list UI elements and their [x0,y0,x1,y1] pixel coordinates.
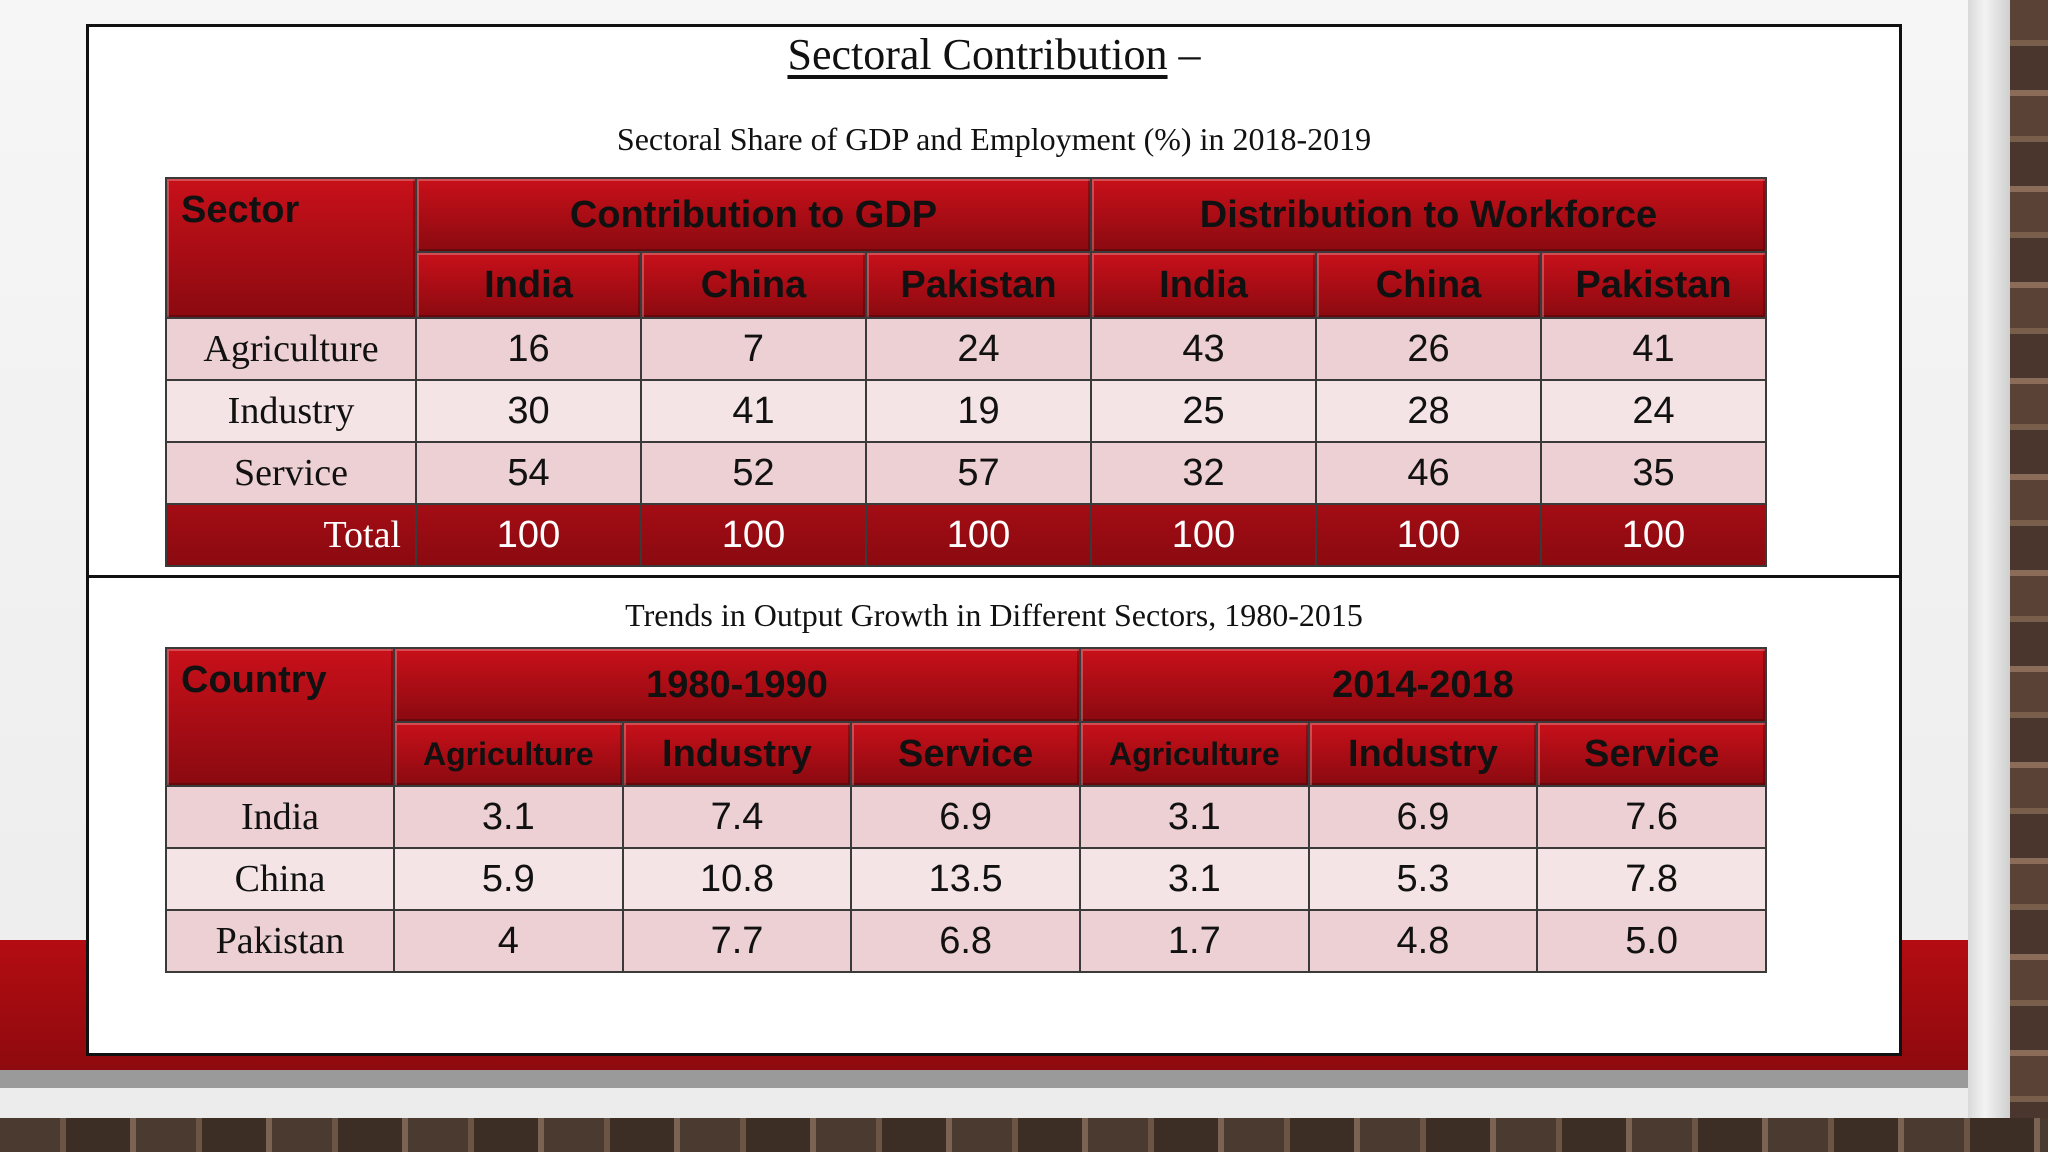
slide-title-text: Sectoral Contribution [787,30,1168,79]
table-cell: 1.7 [1078,909,1310,973]
table1-sub-header: India [1090,251,1317,319]
table-cell: 24 [865,317,1092,381]
row-label: Agriculture [165,317,417,381]
table-cell: 24 [1540,379,1767,443]
table-cell: 10.8 [621,847,853,911]
table-cell: 26 [1315,317,1542,381]
table-cell: 46 [1315,441,1542,505]
total-cell: 100 [865,503,1092,567]
total-row: Total 100 100 100 100 100 100 [165,503,1767,567]
row-label: Service [165,441,417,505]
table-row: China 5.9 10.8 13.5 3.1 5.3 7.8 [165,847,1767,911]
table-cell: 16 [415,317,642,381]
table-cell: 52 [640,441,867,505]
slide-title: Sectoral Contribution – [89,27,1899,83]
table-cell: 35 [1540,441,1767,505]
table1-sub-header: China [1315,251,1542,319]
table-row: Pakistan 4 7.7 6.8 1.7 4.8 5.0 [165,909,1767,973]
table-cell: 4 [393,909,624,973]
total-cell: 100 [1315,503,1542,567]
table-cell: 7 [640,317,867,381]
total-label: Total [165,503,417,567]
table-cell: 3.1 [1078,785,1310,849]
table1-group-header-gdp: Contribution to GDP [415,177,1092,253]
table-cell: 7.6 [1536,785,1767,849]
table-cell: 5.9 [393,847,624,911]
table-row: Industry 30 41 19 25 28 24 [165,379,1767,443]
background-wall-right [2010,0,2048,1152]
table-cell: 7.8 [1536,847,1767,911]
table2-sub-header: Service [850,721,1081,787]
total-cell: 100 [640,503,867,567]
table1-sub-header: Pakistan [1540,251,1767,319]
decorative-grey-band [0,1070,1968,1088]
table1-sub-header: China [640,251,867,319]
table1-corner-header: Sector [165,177,417,319]
table-row: Service 54 52 57 32 46 35 [165,441,1767,505]
table-cell: 5.3 [1307,847,1539,911]
gdp-employment-table: Sector Contribution to GDP Distribution … [165,177,1767,567]
content-card: Sectoral Contribution – Sectoral Share o… [86,24,1902,1056]
table2-sub-header: Industry [621,721,853,787]
table-cell: 28 [1315,379,1542,443]
table2-sub-header: Agriculture [393,721,624,787]
table-row: India 3.1 7.4 6.9 3.1 6.9 7.6 [165,785,1767,849]
table-cell: 41 [640,379,867,443]
total-cell: 100 [1090,503,1317,567]
table-cell: 3.1 [1078,847,1310,911]
table2-caption: Trends in Output Growth in Different Sec… [625,597,1363,633]
table2-sub-header: Service [1536,721,1767,787]
row-label: China [165,847,395,911]
table-cell: 13.5 [850,847,1081,911]
table-cell: 5.0 [1536,909,1767,973]
table-cell: 6.9 [1307,785,1539,849]
table1-sub-header: India [415,251,642,319]
table2-corner-header: Country [165,647,395,787]
table1-group-header-workforce: Distribution to Workforce [1090,177,1767,253]
table1-sub-header: Pakistan [865,251,1092,319]
table-cell: 7.7 [621,909,853,973]
table1-caption: Sectoral Share of GDP and Employment (%)… [616,121,1372,157]
total-cell: 100 [1540,503,1767,567]
table2-group-header-2014-2018: 2014-2018 [1078,647,1768,723]
table-cell: 32 [1090,441,1317,505]
slide-edge [1968,0,2010,1118]
table-cell: 7.4 [621,785,853,849]
section-divider [89,575,1899,578]
output-growth-table: Country 1980-1990 2014-2018 Agriculture … [165,647,1768,973]
table-cell: 30 [415,379,642,443]
slide: Sectoral Contribution – Sectoral Share o… [0,0,2010,1118]
total-cell: 100 [415,503,642,567]
table2-sub-header: Agriculture [1078,721,1310,787]
table2-group-header-1980-1990: 1980-1990 [393,647,1081,723]
table-cell: 6.9 [850,785,1081,849]
row-label: Pakistan [165,909,395,973]
row-label: Industry [165,379,417,443]
slide-title-suffix: – [1167,30,1201,79]
row-label: India [165,785,395,849]
table-cell: 43 [1090,317,1317,381]
table-cell: 19 [865,379,1092,443]
table-cell: 57 [865,441,1092,505]
table-row: Agriculture 16 7 24 43 26 41 [165,317,1767,381]
table-cell: 4.8 [1307,909,1539,973]
background-wall-bottom [0,1118,2048,1152]
table-cell: 25 [1090,379,1317,443]
table2-sub-header: Industry [1307,721,1539,787]
table-cell: 41 [1540,317,1767,381]
table-cell: 54 [415,441,642,505]
table-cell: 6.8 [850,909,1081,973]
table-cell: 3.1 [393,785,624,849]
